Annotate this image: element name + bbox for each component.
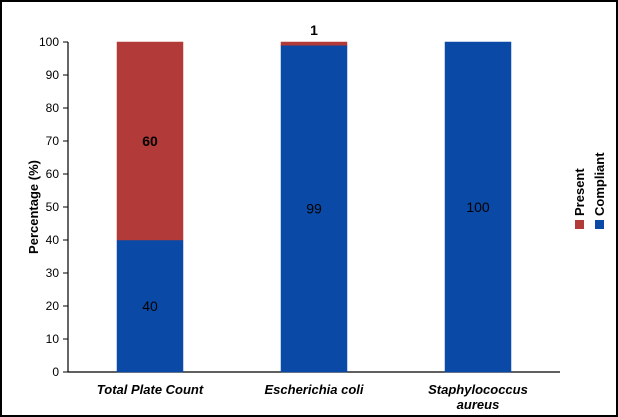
y-tick-label: 60 — [46, 167, 60, 181]
data-label-compliant: 40 — [142, 298, 158, 314]
y-tick-label: 40 — [46, 233, 60, 247]
legend-swatch-compliant — [595, 220, 604, 229]
y-tick-label: 90 — [46, 68, 60, 82]
bar-compliant-0 — [116, 239, 184, 373]
y-tick-label: 10 — [46, 332, 60, 346]
y-tick-label: 70 — [46, 134, 60, 148]
y-tick-label: 80 — [46, 101, 60, 115]
data-label-present: 1 — [310, 22, 318, 38]
y-tick-label: 50 — [46, 200, 60, 214]
y-tick-label: 0 — [52, 365, 59, 379]
legend-label-present: Present — [572, 168, 587, 216]
x-category-label: Total Plate Count — [97, 382, 204, 397]
data-label-compliant: 100 — [466, 199, 490, 215]
x-category-label: Escherichia coli — [265, 382, 364, 397]
bar-compliant-1 — [280, 45, 348, 373]
data-label-present: 60 — [142, 133, 158, 149]
y-tick-label: 100 — [39, 35, 59, 49]
bar-present-0 — [116, 41, 184, 241]
y-tick-label: 30 — [46, 266, 60, 280]
legend-swatch-present — [575, 220, 584, 229]
bar-present-1 — [280, 41, 348, 46]
legend-label-compliant: Compliant — [592, 152, 607, 216]
bar-compliant-2 — [444, 41, 512, 373]
x-category-label: Staphylococcus — [428, 382, 528, 397]
y-tick-label: 20 — [46, 299, 60, 313]
x-category-label: aureus — [457, 397, 500, 412]
data-label-compliant: 99 — [306, 201, 322, 217]
y-axis-title: Percentage (%) — [26, 160, 41, 254]
